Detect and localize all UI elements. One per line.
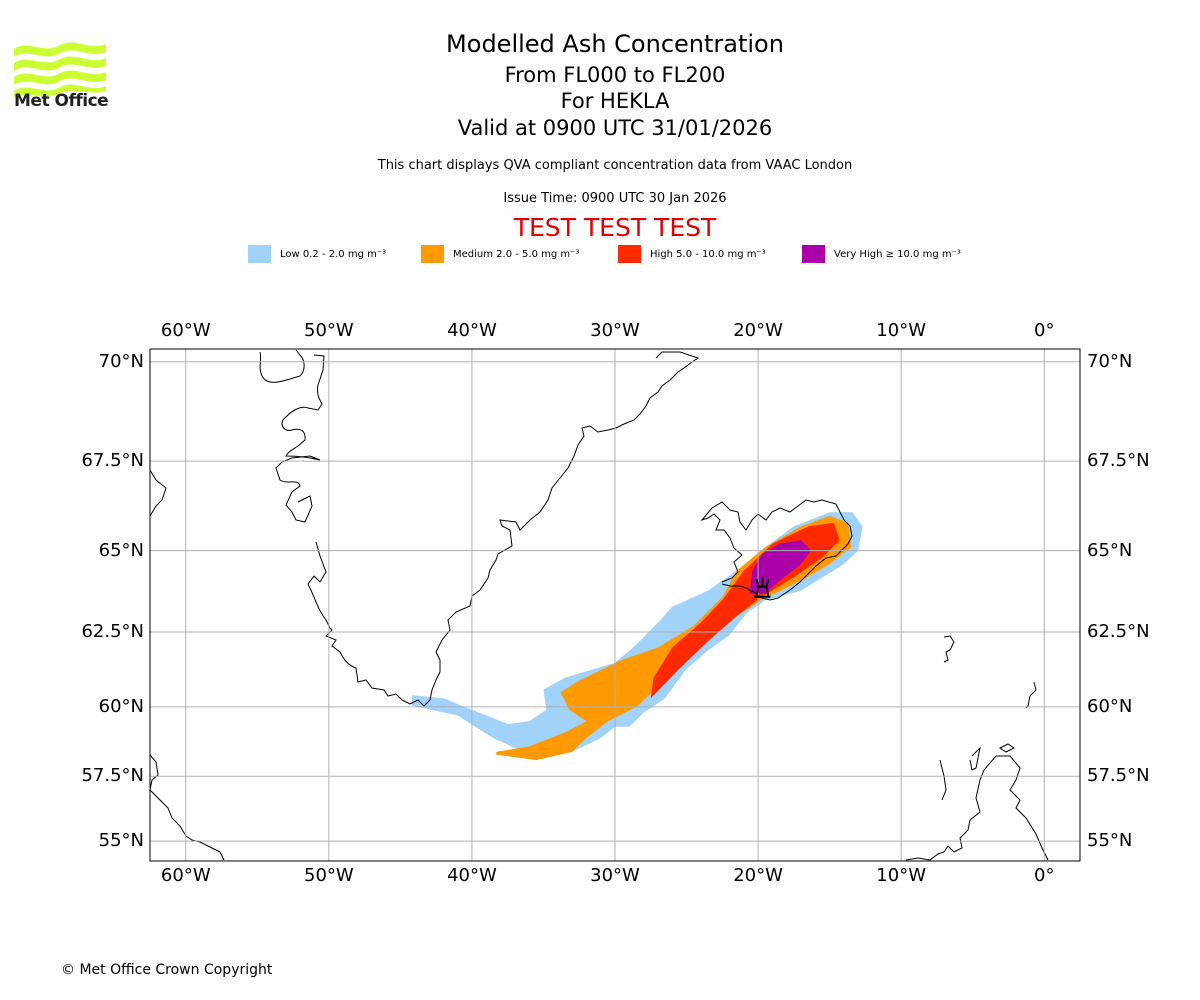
volcano-name: For HEKLA <box>560 89 670 113</box>
chart-description: This chart displays QVA compliant concen… <box>377 158 853 173</box>
valid-time: Valid at 0900 UTC 31/01/2026 <box>457 116 773 140</box>
lon-tick-label-top: 10°W <box>876 320 926 341</box>
ash-plume-layer <box>411 512 863 761</box>
lon-tick-label-bottom: 10°W <box>876 865 926 886</box>
lon-tick-label-top: 0° <box>1033 320 1055 341</box>
lat-tick-label-left: 67.5°N <box>81 450 144 472</box>
legend-item-low: Low 0.2 - 2.0 mg m⁻³ <box>248 244 386 264</box>
legend-label-very-high: Very High ≥ 10.0 mg m⁻³ <box>834 248 961 260</box>
lat-tick-label-right: 57.5°N <box>1087 765 1150 787</box>
legend-item-high: High 5.0 - 10.0 mg m⁻³ <box>618 244 766 264</box>
lat-tick-label-right: 62.5°N <box>1087 621 1150 643</box>
lat-tick-label-right: 70°N <box>1087 350 1133 372</box>
coastlines <box>150 349 1049 861</box>
lon-tick-label-top: 40°W <box>447 320 497 341</box>
legend-swatch-very-high <box>802 245 825 263</box>
lat-tick-label-right: 55°N <box>1087 830 1133 852</box>
coastline-baffin <box>150 469 225 861</box>
issue-time: Issue Time: 0900 UTC 30 Jan 2026 <box>503 191 727 206</box>
logo-text: Met Office <box>14 91 109 111</box>
lon-tick-label-bottom: 60°W <box>160 865 211 886</box>
logo-waves-icon <box>14 42 106 97</box>
lat-tick-label-right: 67.5°N <box>1087 450 1150 472</box>
lon-tick-label-bottom: 0° <box>1033 865 1055 886</box>
test-banner: TEST TEST TEST <box>513 213 717 242</box>
lon-tick-label-bottom: 50°W <box>303 865 354 886</box>
lon-tick-label-bottom: 40°W <box>447 865 497 886</box>
coastline-shetland <box>1025 681 1037 709</box>
lat-tick-label-left: 62.5°N <box>81 621 144 643</box>
lat-tick-label-left: 55°N <box>98 830 144 852</box>
coastline-scotland <box>905 743 1049 861</box>
legend-swatch-low <box>248 245 271 263</box>
lon-tick-label-top: 20°W <box>733 320 783 341</box>
map-frame <box>149 348 1081 862</box>
lon-tick-label-top: 50°W <box>303 320 354 341</box>
plume-very-high <box>749 540 811 594</box>
coastline-greenland <box>259 349 700 707</box>
volcano-icon[interactable] <box>754 576 771 598</box>
chart-title: Modelled Ash Concentration <box>446 30 784 58</box>
copyright-notice: © Met Office Crown Copyright <box>61 962 273 978</box>
legend-label-high: High 5.0 - 10.0 mg m⁻³ <box>650 248 766 260</box>
flight-level-range: From FL000 to FL200 <box>504 63 726 87</box>
lat-tick-label-left: 65°N <box>98 539 144 561</box>
legend-item-medium: Medium 2.0 - 5.0 mg m⁻³ <box>421 244 579 264</box>
legend-label-low: Low 0.2 - 2.0 mg m⁻³ <box>280 248 387 260</box>
lon-tick-label-bottom: 20°W <box>733 865 783 886</box>
lon-tick-label-top: 30°W <box>590 320 640 341</box>
met-office-logo <box>14 42 106 97</box>
legend-item-very-high: Very High ≥ 10.0 mg m⁻³ <box>802 244 961 264</box>
lon-tick-label-top: 60°W <box>160 320 211 341</box>
lat-tick-label-right: 60°N <box>1087 695 1133 717</box>
lat-tick-label-left: 57.5°N <box>81 765 144 787</box>
legend-swatch-medium <box>421 245 444 263</box>
coastline-faroe <box>943 635 955 663</box>
lat-tick-label-right: 65°N <box>1087 539 1133 561</box>
coastline-iceland <box>700 499 853 601</box>
lat-tick-label-left: 70°N <box>98 350 144 372</box>
lon-tick-label-bottom: 30°W <box>590 865 640 886</box>
legend-label-medium: Medium 2.0 - 5.0 mg m⁻³ <box>453 248 580 260</box>
graticule <box>150 349 1080 861</box>
lat-tick-label-left: 60°N <box>98 695 144 717</box>
legend-swatch-high <box>618 245 641 263</box>
